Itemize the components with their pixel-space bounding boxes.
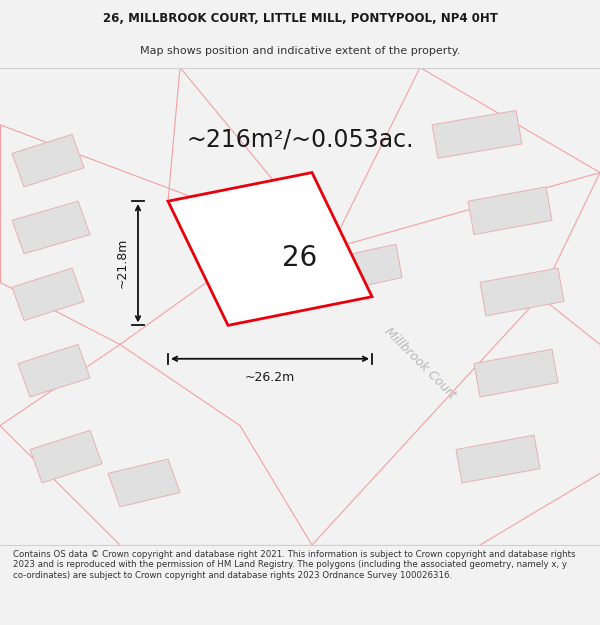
Polygon shape bbox=[12, 201, 90, 254]
Text: 26: 26 bbox=[283, 244, 317, 272]
Polygon shape bbox=[468, 187, 552, 234]
Polygon shape bbox=[168, 173, 372, 326]
Polygon shape bbox=[330, 244, 402, 292]
Polygon shape bbox=[12, 268, 84, 321]
Polygon shape bbox=[18, 344, 90, 397]
Polygon shape bbox=[480, 268, 564, 316]
Text: ~216m²/~0.053ac.: ~216m²/~0.053ac. bbox=[186, 127, 414, 151]
Text: 26, MILLBROOK COURT, LITTLE MILL, PONTYPOOL, NP4 0HT: 26, MILLBROOK COURT, LITTLE MILL, PONTYP… bbox=[103, 12, 497, 26]
Text: Contains OS data © Crown copyright and database right 2021. This information is : Contains OS data © Crown copyright and d… bbox=[13, 550, 576, 579]
Text: Millbrook Court: Millbrook Court bbox=[382, 326, 458, 402]
Text: ~21.8m: ~21.8m bbox=[116, 238, 129, 289]
Text: ~26.2m: ~26.2m bbox=[245, 371, 295, 384]
Polygon shape bbox=[30, 431, 102, 483]
Polygon shape bbox=[474, 349, 558, 397]
Polygon shape bbox=[456, 435, 540, 483]
Text: Map shows position and indicative extent of the property.: Map shows position and indicative extent… bbox=[140, 46, 460, 56]
Polygon shape bbox=[432, 111, 522, 158]
Polygon shape bbox=[12, 134, 84, 187]
Polygon shape bbox=[108, 459, 180, 507]
